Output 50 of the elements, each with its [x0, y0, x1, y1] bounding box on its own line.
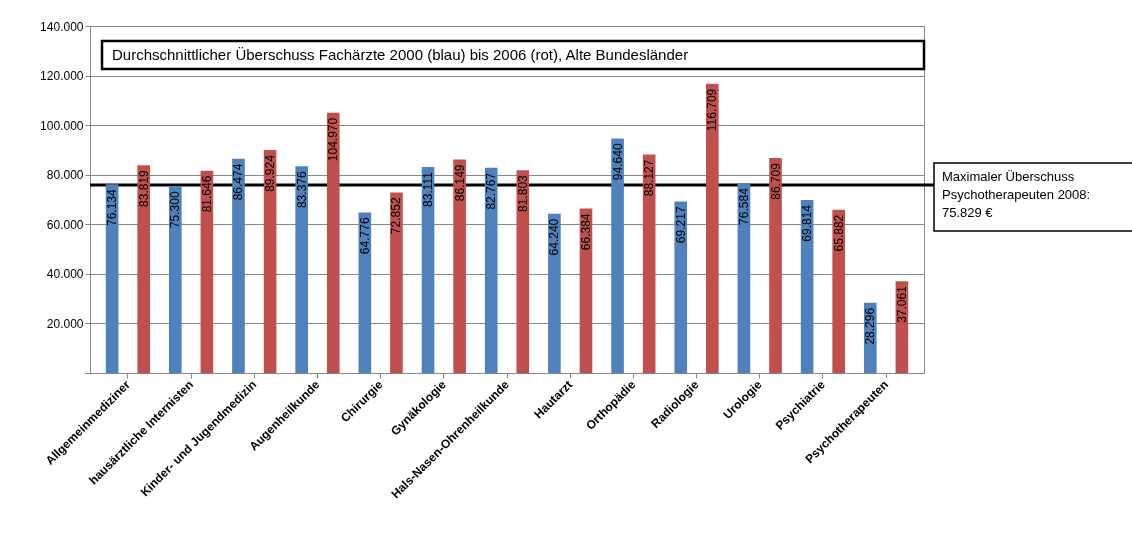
data-label: 76.134: [105, 188, 120, 226]
data-label: 69.814: [800, 204, 815, 242]
data-label: 76.584: [736, 187, 751, 225]
y-tick-label: 100.000: [40, 118, 84, 133]
bar: [326, 112, 340, 373]
bar: [168, 186, 182, 373]
data-label: 75.300: [168, 191, 183, 229]
bar: [390, 192, 403, 373]
data-label: 66.384: [578, 213, 593, 251]
data-label: 89.924: [263, 154, 278, 192]
data-label: 37.061: [894, 285, 909, 323]
bar: [295, 166, 308, 373]
data-label: 64.240: [547, 218, 562, 256]
y-tick-label: 80.000: [46, 168, 84, 183]
y-tick-label: 60.000: [46, 217, 84, 232]
y-tick-label: 140.000: [40, 19, 84, 34]
data-label: 104.970: [326, 117, 341, 162]
bar: [674, 201, 688, 373]
data-label: 86.149: [452, 164, 467, 202]
data-label: 28.296: [863, 307, 878, 345]
bar: [137, 165, 151, 373]
data-label: 116.709: [705, 88, 720, 132]
y-tick-label: 120.000: [40, 69, 84, 84]
data-label: 86.709: [768, 162, 783, 200]
text: Durchschnittlicher Überschuss Fachärzte 2000 (blau) bis 2006 (rot), Alte Bundesländer: [112, 46, 689, 63]
data-label: 83.376: [294, 171, 309, 209]
bar: [832, 209, 846, 373]
data-label: 72.852: [389, 197, 404, 235]
data-label: 81.803: [515, 174, 530, 212]
data-label: 88.127: [642, 159, 657, 197]
data-label: 83.819: [136, 169, 151, 207]
bar: [484, 167, 498, 373]
y-tick-label: 40.000: [46, 267, 84, 282]
data-label: 64.776: [357, 217, 372, 255]
data-label: 82.767: [484, 172, 499, 210]
data-label: 69.217: [673, 206, 688, 244]
data-label: 81.646: [199, 175, 214, 213]
bar: [769, 158, 782, 373]
data-label: 94.640: [610, 143, 625, 181]
data-label: 83.111: [421, 171, 436, 207]
ref-line-label: Maximaler Überschuss Psychotherapeuten 2008: 75.829 €: [942, 169, 1091, 221]
y-tick-label: 20.000: [46, 316, 84, 331]
data-label: 86.474: [231, 163, 246, 201]
bar: [706, 83, 719, 373]
bar: [516, 170, 530, 373]
bar: [611, 138, 624, 373]
bar: [453, 159, 466, 373]
bar: [548, 213, 561, 373]
data-label: 65.882: [831, 214, 846, 252]
bar: [232, 158, 245, 373]
